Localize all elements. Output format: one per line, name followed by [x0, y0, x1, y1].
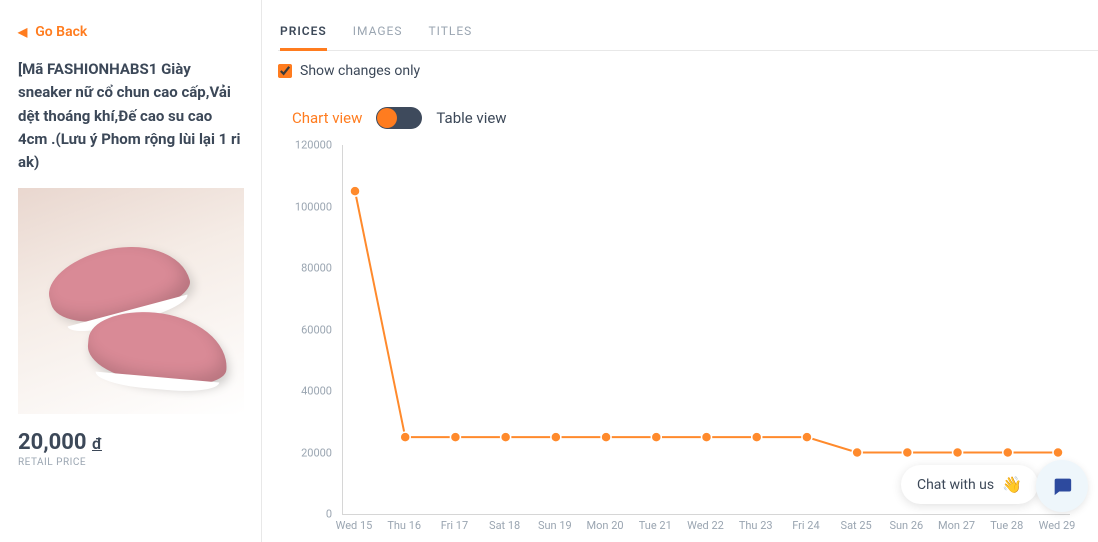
tabs: PRICES IMAGES TITLES: [278, 24, 1098, 51]
chat-with-us-button[interactable]: Chat with us 👋: [901, 465, 1038, 504]
product-image-shoe: [85, 307, 231, 389]
price-currency: đ: [92, 434, 102, 453]
data-point[interactable]: [752, 432, 762, 442]
data-point[interactable]: [400, 432, 410, 442]
x-tick: Sun 26: [889, 519, 923, 532]
price-number: 20,000: [18, 430, 87, 455]
chart-plot: [342, 145, 1070, 515]
y-tick: 100000: [295, 200, 332, 213]
x-tick: Wed 15: [336, 519, 373, 532]
tab-titles[interactable]: TITLES: [428, 24, 472, 50]
y-tick: 20000: [301, 446, 332, 459]
chart-svg: [343, 145, 1070, 514]
main-panel: PRICES IMAGES TITLES Show changes only C…: [262, 0, 1098, 542]
x-tick: Thu 23: [739, 519, 773, 532]
data-point[interactable]: [953, 448, 963, 458]
y-axis: 020000400006000080000100000120000: [284, 145, 342, 515]
chat-bubble-button[interactable]: [1036, 460, 1088, 512]
data-point[interactable]: [1003, 448, 1013, 458]
data-point[interactable]: [1053, 448, 1063, 458]
x-tick: Wed 29: [1039, 519, 1076, 532]
tab-prices[interactable]: PRICES: [280, 24, 327, 51]
x-tick: Sat 25: [841, 519, 872, 532]
caret-left-icon: ◀: [18, 25, 27, 39]
x-tick: Tue 21: [639, 519, 672, 532]
show-changes-checkbox[interactable]: [278, 64, 292, 78]
x-tick: Wed 22: [687, 519, 724, 532]
chat-icon: [1051, 475, 1073, 497]
chart-view-label[interactable]: Chart view: [292, 109, 362, 127]
data-point[interactable]: [350, 186, 360, 196]
data-point[interactable]: [702, 432, 712, 442]
wave-icon: 👋: [1002, 475, 1022, 494]
data-point[interactable]: [551, 432, 561, 442]
y-tick: 80000: [301, 262, 332, 275]
price-value: 20,000 đ: [18, 430, 243, 455]
product-image[interactable]: [18, 188, 244, 414]
data-point[interactable]: [802, 432, 812, 442]
data-point[interactable]: [601, 432, 611, 442]
x-tick: Mon 20: [587, 519, 624, 532]
y-tick: 0: [326, 508, 332, 521]
x-tick: Tue 28: [990, 519, 1023, 532]
x-axis: Wed 15Thu 16Fri 17Sat 18Sun 19Mon 20Tue …: [342, 519, 1070, 535]
data-point[interactable]: [902, 448, 912, 458]
x-tick: Thu 16: [387, 519, 421, 532]
y-tick: 60000: [301, 323, 332, 336]
y-tick: 120000: [295, 139, 332, 152]
x-tick: Mon 27: [938, 519, 975, 532]
view-toggle-row: Chart view Table view: [292, 107, 1098, 129]
chat-with-us-label: Chat with us: [917, 477, 994, 493]
show-changes-toggle[interactable]: Show changes only: [278, 63, 1098, 79]
product-title: [Mã FASHIONHABS1 Giày sneaker nữ cổ chun…: [18, 58, 243, 174]
table-view-label[interactable]: Table view: [436, 109, 506, 127]
retail-price-label: RETAIL PRICE: [18, 457, 243, 468]
go-back-label: Go Back: [35, 24, 87, 40]
product-sidebar: ◀ Go Back [Mã FASHIONHABS1 Giày sneaker …: [0, 0, 262, 542]
show-changes-label: Show changes only: [300, 63, 420, 79]
x-tick: Fri 17: [441, 519, 468, 532]
data-point[interactable]: [450, 432, 460, 442]
toggle-knob: [377, 108, 397, 128]
tab-images[interactable]: IMAGES: [353, 24, 403, 50]
data-point[interactable]: [651, 432, 661, 442]
y-tick: 40000: [301, 385, 332, 398]
view-toggle-switch[interactable]: [376, 107, 422, 129]
x-tick: Fri 24: [792, 519, 819, 532]
go-back-link[interactable]: ◀ Go Back: [18, 24, 243, 40]
x-tick: Sun 19: [538, 519, 572, 532]
x-tick: Sat 18: [489, 519, 520, 532]
data-point[interactable]: [852, 448, 862, 458]
data-point[interactable]: [501, 432, 511, 442]
